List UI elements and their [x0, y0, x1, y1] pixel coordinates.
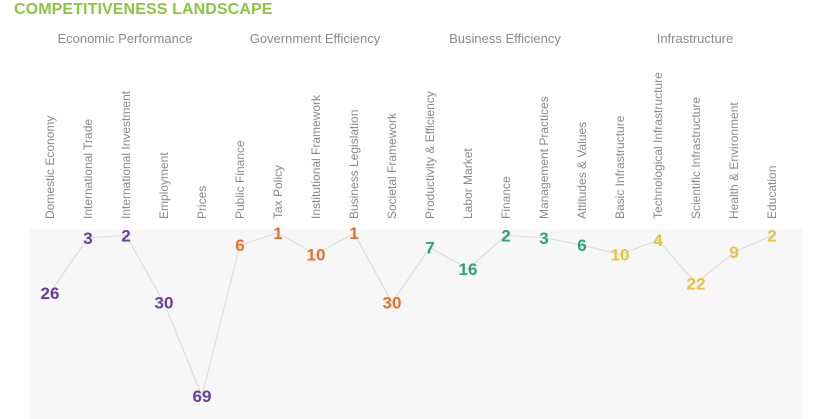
- rank-label-international-trade: 3: [83, 229, 92, 248]
- category-label-attitudes-and-values: Attitudes & Values: [575, 122, 589, 219]
- category-label-domestic-economy: Domestic Economy: [43, 116, 57, 219]
- category-label-basic-infrastructure: Basic Infrastructure: [613, 115, 627, 219]
- category-label-international-trade: International Trade: [81, 119, 95, 219]
- category-label-tax-policy: Tax Policy: [271, 165, 285, 219]
- rank-label-technological-infrastructure: 4: [653, 231, 663, 250]
- category-label-productivity-and-efficiency: Productivity & Efficiency: [423, 91, 437, 219]
- category-label-institutional-framework: Institutional Framework: [309, 94, 323, 219]
- rank-label-management-practices: 3: [539, 229, 548, 248]
- rank-label-business-legislation: 1: [349, 224, 358, 243]
- rank-label-domestic-economy: 26: [41, 284, 60, 303]
- chart-title: COMPETITIVENESS LANDSCAPE: [14, 1, 273, 18]
- group-label-economic-performance: Economic Performance: [57, 31, 193, 46]
- category-label-management-practices: Management Practices: [537, 96, 551, 219]
- category-label-technological-infrastructure: Technological Infrastructure: [651, 72, 665, 219]
- rank-label-societal-framework: 30: [383, 294, 402, 313]
- rank-label-attitudes-and-values: 6: [577, 236, 586, 255]
- rank-label-health-and-environment: 9: [729, 243, 738, 262]
- rank-label-education: 2: [767, 226, 776, 245]
- category-label-employment: Employment: [157, 152, 171, 219]
- group-label-infrastructure: Infrastructure: [656, 31, 734, 46]
- category-label-scientific-infrastructure: Scientific Infrastructure: [689, 97, 703, 219]
- plot-area: [30, 229, 802, 419]
- category-label-business-legislation: Business Legislation: [347, 110, 361, 219]
- rank-label-finance: 2: [501, 226, 510, 245]
- rank-label-institutional-framework: 10: [307, 246, 326, 265]
- category-label-labor-market: Labor Market: [461, 148, 475, 219]
- category-label-international-investment: International Investment: [119, 90, 133, 219]
- category-label-prices: Prices: [195, 186, 209, 219]
- rank-label-public-finance: 6: [235, 236, 244, 255]
- rank-label-productivity-and-efficiency: 7: [425, 238, 434, 257]
- rank-label-scientific-infrastructure: 22: [687, 274, 706, 293]
- rank-label-international-investment: 2: [121, 226, 130, 245]
- rank-label-basic-infrastructure: 10: [611, 246, 630, 265]
- category-label-public-finance: Public Finance: [233, 140, 247, 219]
- group-label-business-efficiency: Business Efficiency: [449, 31, 561, 46]
- category-label-societal-framework: Societal Framework: [385, 112, 399, 219]
- series-line: [49, 232, 773, 398]
- category-label-health-and-environment: Health & Environment: [727, 102, 741, 219]
- rank-label-tax-policy: 1: [273, 224, 282, 243]
- rank-label-employment: 30: [155, 294, 174, 313]
- category-label-finance: Finance: [499, 176, 513, 219]
- category-label-education: Education: [765, 166, 779, 219]
- rank-label-labor-market: 16: [459, 260, 478, 279]
- rank-label-prices: 69: [193, 387, 212, 406]
- group-label-government-efficiency: Government Efficiency: [249, 31, 381, 46]
